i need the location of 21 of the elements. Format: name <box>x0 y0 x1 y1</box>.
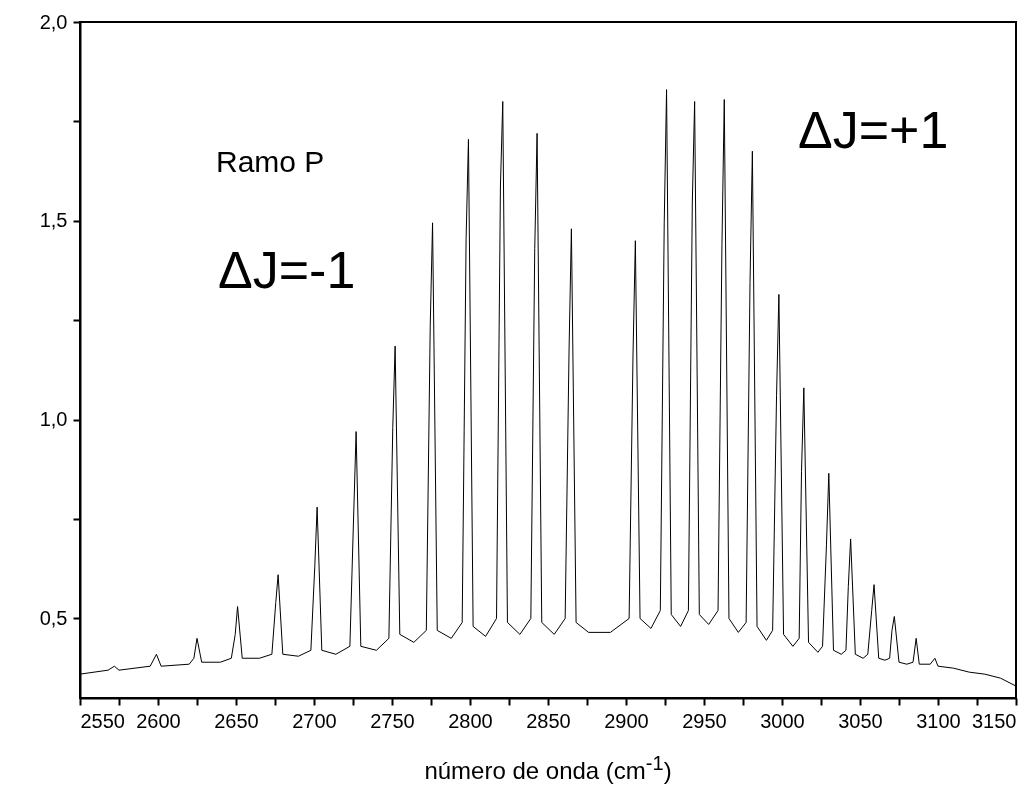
x-tick-label: 2600 <box>136 709 181 732</box>
y-tick-label: 2,0 <box>39 10 68 33</box>
annotation: Ramo P <box>216 145 325 178</box>
x-tick-label: 2550 <box>80 709 125 732</box>
y-tick-label: 1,0 <box>39 408 68 431</box>
y-tick-label: 1,5 <box>39 209 68 232</box>
x-tick-label: 2900 <box>604 709 649 732</box>
x-tick-label: 3000 <box>760 709 805 732</box>
annotation: ΔJ=+1 <box>798 101 949 159</box>
y-tick-label: 0,5 <box>39 606 68 629</box>
x-tick-label: 2750 <box>370 709 415 732</box>
x-tick-label: 2700 <box>292 709 337 732</box>
x-tick-label: 2650 <box>214 709 259 732</box>
annotation: ΔJ=-1 <box>218 241 356 299</box>
x-tick-label: 2950 <box>682 709 727 732</box>
x-axis-title: número de onda (cm$^{-1}$) <box>423 752 673 785</box>
x-tick-label: 3050 <box>838 709 883 732</box>
x-tick-label: 3150 <box>972 709 1017 732</box>
x-tick-label: 2850 <box>526 709 571 732</box>
x-tick-label: 3100 <box>916 709 961 732</box>
x-tick-label: 2800 <box>448 709 493 732</box>
